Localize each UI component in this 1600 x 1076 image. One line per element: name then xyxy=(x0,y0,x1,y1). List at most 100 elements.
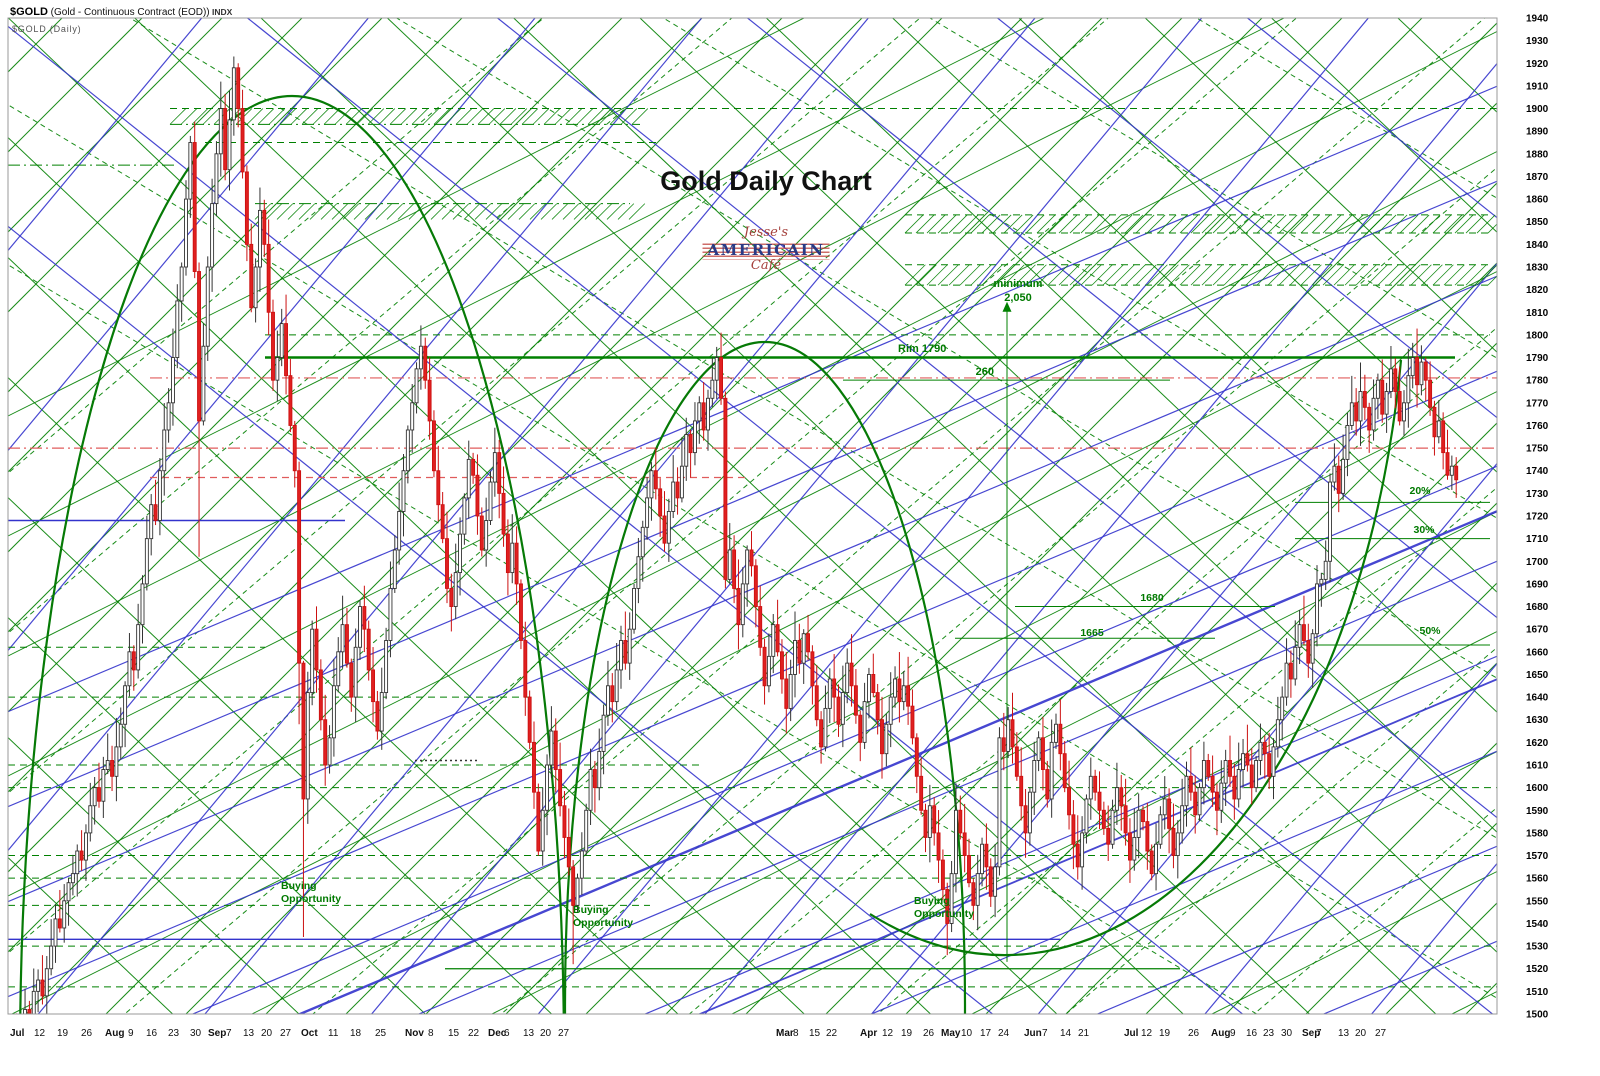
candle-body xyxy=(545,764,549,811)
candle-body xyxy=(1058,723,1063,755)
candle-body xyxy=(919,775,924,811)
candle-body xyxy=(1080,832,1085,868)
candle-body xyxy=(801,633,806,664)
candles-layer xyxy=(15,56,1459,1014)
date-axis-month-label: Nov xyxy=(405,1028,424,1039)
candle-body xyxy=(214,153,219,205)
candle-body xyxy=(1201,760,1206,789)
candle-body xyxy=(1210,775,1215,793)
hatch-stroke xyxy=(1036,264,1058,286)
candle-body xyxy=(1158,814,1163,845)
candle-body xyxy=(762,646,767,687)
hatch-stroke xyxy=(463,203,481,220)
hatch-stroke xyxy=(959,214,979,234)
candle-body xyxy=(1001,737,1006,752)
date-axis-day-label: 16 xyxy=(1246,1028,1258,1039)
chart-annotation: 2,050 xyxy=(1004,292,1032,304)
trendline xyxy=(1204,662,1497,1014)
hatch-stroke xyxy=(628,203,646,220)
candle-body xyxy=(210,203,215,268)
candle-body xyxy=(706,397,710,431)
candle-body xyxy=(1336,465,1341,494)
hatch-stroke xyxy=(1113,214,1133,234)
date-axis-month-label: Aug xyxy=(1211,1028,1230,1039)
trendline xyxy=(8,736,300,1014)
hatch-stroke xyxy=(1179,264,1201,286)
hatch-stroke xyxy=(1234,214,1254,234)
candle-body xyxy=(127,651,132,687)
candle-body xyxy=(745,549,750,585)
hatch-stroke xyxy=(981,214,1001,234)
candle-body xyxy=(101,769,106,802)
candle-body xyxy=(906,685,911,707)
hatch-stroke xyxy=(378,108,396,125)
hatch-stroke xyxy=(959,264,981,286)
plot-layer xyxy=(8,18,1497,1014)
trendline xyxy=(1065,646,1497,1014)
trendline xyxy=(512,18,1497,953)
candle-body xyxy=(170,357,175,404)
date-axis-day-label: 27 xyxy=(1375,1028,1387,1039)
hatch-stroke xyxy=(1421,264,1443,286)
hatch-stroke xyxy=(1091,264,1113,286)
trendline xyxy=(8,18,543,553)
candle-body xyxy=(1415,357,1420,386)
hatch-stroke xyxy=(334,108,352,125)
candle-body xyxy=(388,587,393,641)
candle-body xyxy=(1228,760,1232,777)
hatch-stroke xyxy=(1487,223,1497,234)
candle-body xyxy=(793,640,797,675)
hatch-stroke xyxy=(1124,264,1146,286)
trendline xyxy=(490,510,1497,1014)
trendline xyxy=(417,560,1497,1014)
price-axis-label: 1860 xyxy=(1526,195,1549,206)
candle-body xyxy=(184,198,188,268)
hatch-stroke xyxy=(367,108,385,125)
candle-body xyxy=(840,692,845,725)
candle-body xyxy=(231,67,236,121)
candle-body xyxy=(732,549,737,589)
hatch-stroke xyxy=(312,108,330,125)
candle-body xyxy=(1271,746,1276,777)
date-axis-day-label: 26 xyxy=(1188,1028,1200,1039)
candle-body xyxy=(1167,798,1172,829)
candle-body xyxy=(1249,764,1254,789)
trendline xyxy=(905,422,1497,1014)
candle-body xyxy=(492,452,497,483)
date-axis-day-label: 30 xyxy=(190,1028,202,1039)
candle-body xyxy=(1206,760,1211,777)
hatch-stroke xyxy=(1443,214,1463,234)
candle-body xyxy=(1132,836,1137,861)
price-axis-label: 1640 xyxy=(1526,693,1549,704)
candle-body xyxy=(40,979,45,997)
candle-body xyxy=(292,425,297,472)
candle-body xyxy=(440,504,445,540)
trendline xyxy=(8,180,1497,808)
hatch-stroke xyxy=(430,203,448,220)
candle-body xyxy=(984,843,989,868)
date-axis-day-label: 6 xyxy=(504,1028,510,1039)
candle-body xyxy=(823,707,828,748)
candle-body xyxy=(432,420,436,472)
hatch-stroke xyxy=(301,108,319,125)
candle-body xyxy=(201,345,206,422)
chart-annotation: Rim 1790 xyxy=(898,343,946,355)
candle-body xyxy=(619,640,623,671)
candle-body xyxy=(240,108,245,173)
price-axis-label: 1650 xyxy=(1526,670,1549,681)
trendline xyxy=(37,18,870,1014)
hatch-stroke xyxy=(992,214,1012,234)
trendline xyxy=(8,25,1244,1014)
candle-body xyxy=(597,750,602,789)
hatch-stroke xyxy=(1245,214,1265,234)
price-axis-label: 1670 xyxy=(1526,625,1549,636)
hatch-stroke xyxy=(1102,214,1122,234)
trendline xyxy=(8,85,1497,713)
candle-body xyxy=(197,271,202,422)
hatch-stroke xyxy=(1465,264,1487,286)
candle-body xyxy=(136,624,141,671)
date-axis-day-label: 20 xyxy=(540,1028,552,1039)
candle-body xyxy=(97,787,101,802)
candle-body xyxy=(466,458,471,499)
candle-body xyxy=(940,859,945,890)
